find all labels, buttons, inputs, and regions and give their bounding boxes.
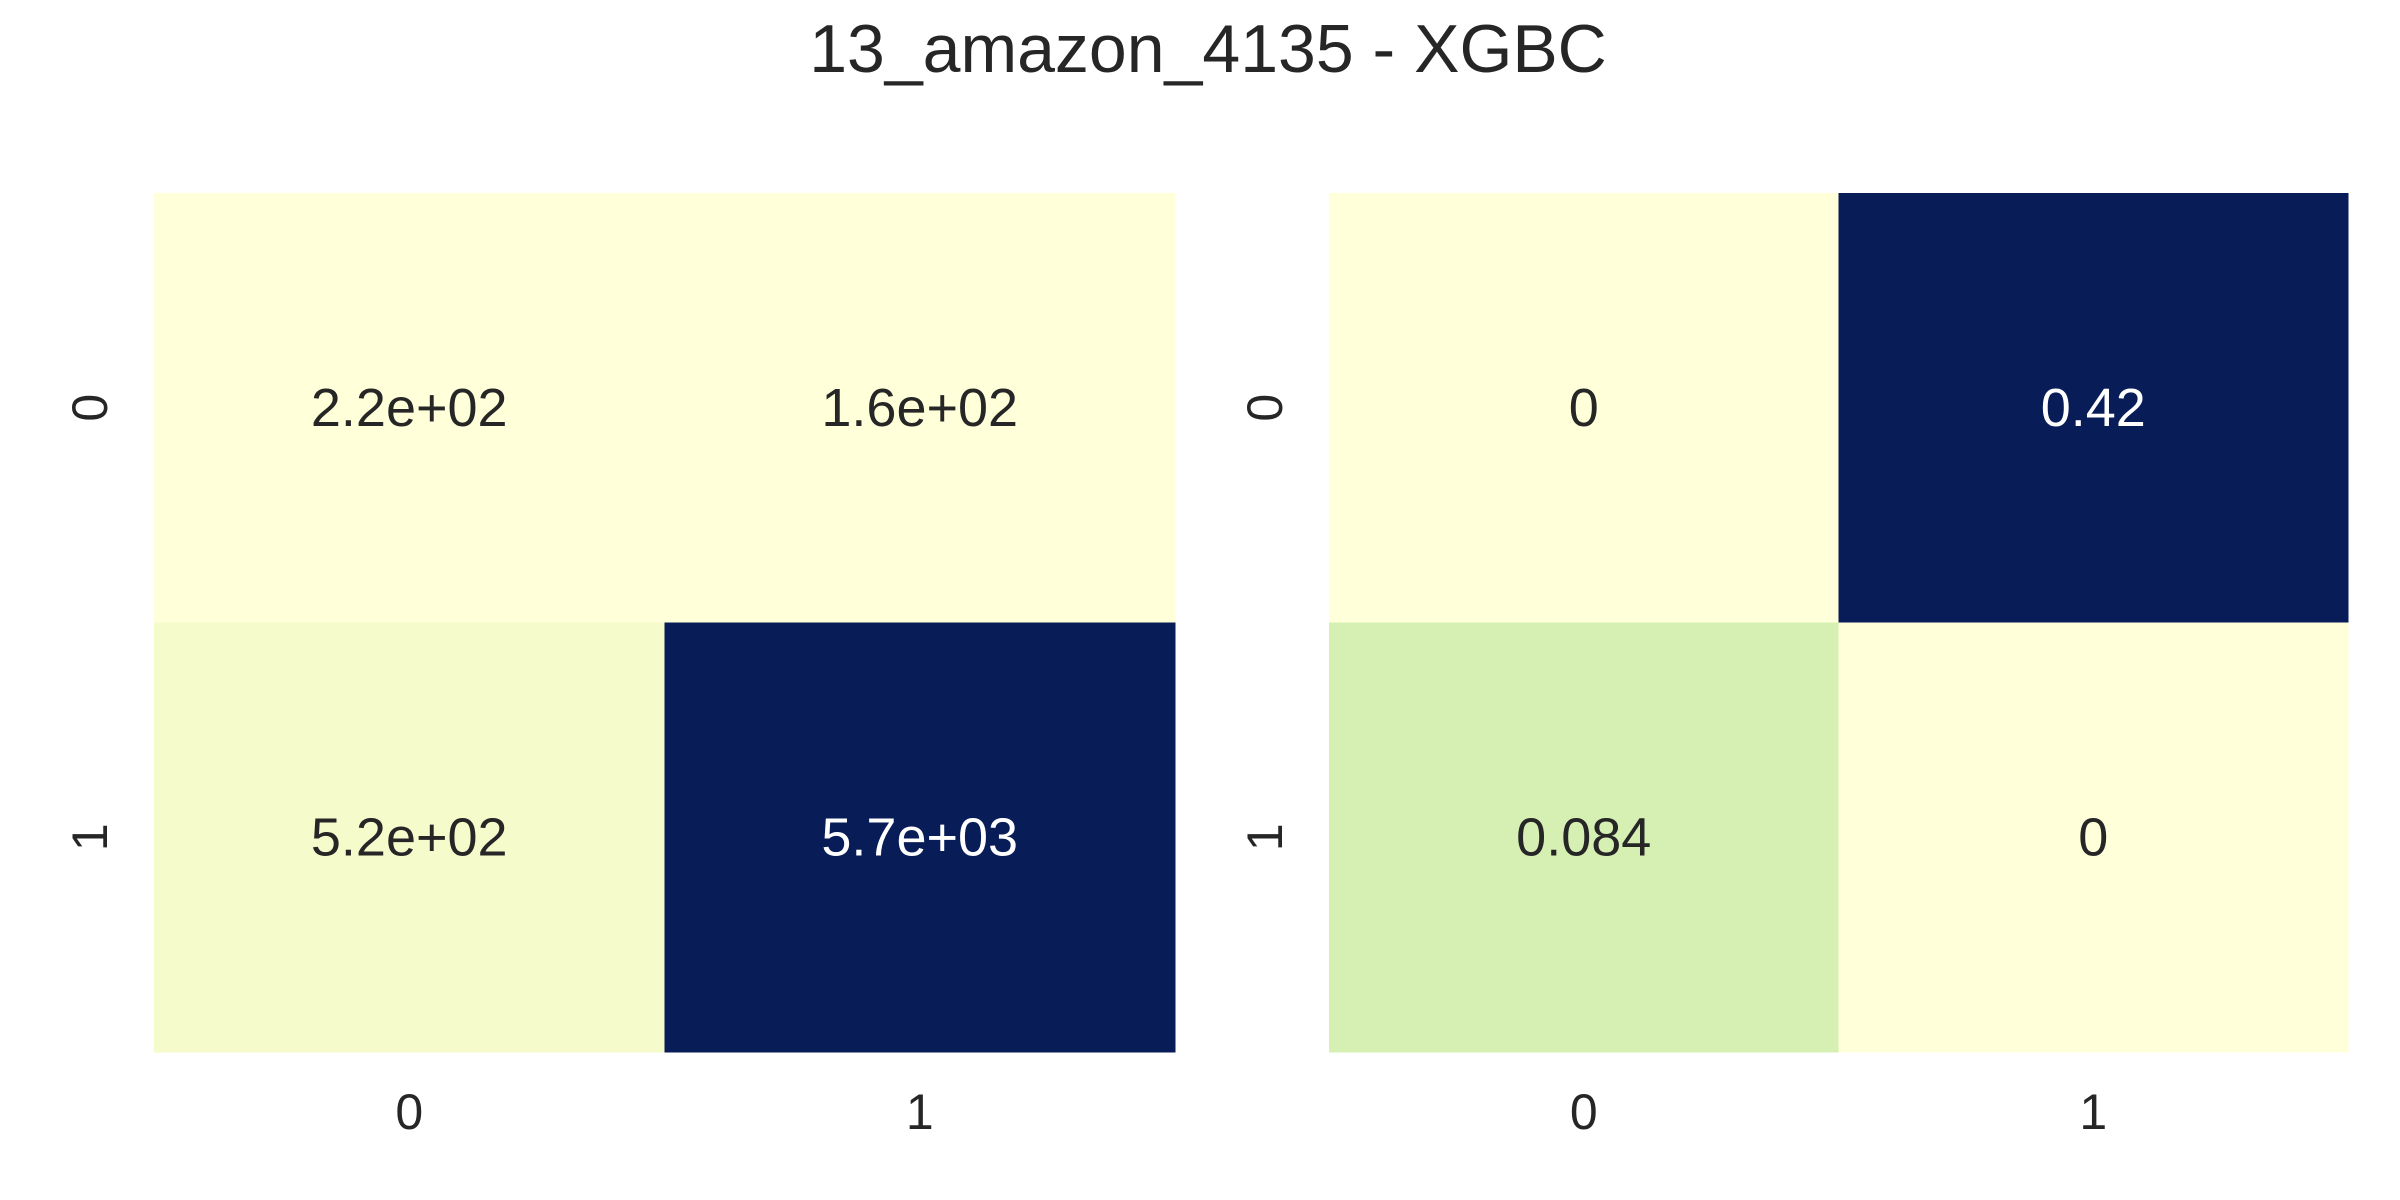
figure-title: 13_amazon_4135 - XGBC bbox=[809, 11, 1607, 87]
cell-value-label: 0.42 bbox=[2041, 378, 2146, 438]
heatmap-cell bbox=[1838, 622, 2349, 1053]
heatmap-cell bbox=[154, 622, 665, 1053]
cell-value-label: 0.084 bbox=[1516, 807, 1651, 867]
y-tick-label: 0 bbox=[62, 394, 118, 422]
heatmap-cell bbox=[664, 622, 1176, 1053]
x-tick-label: 1 bbox=[2079, 1084, 2107, 1140]
y-tick-label: 0 bbox=[1237, 394, 1293, 422]
y-tick-label: 1 bbox=[62, 823, 118, 851]
heatmap-cell bbox=[1838, 193, 2349, 623]
heatmap-cell bbox=[1329, 622, 1839, 1053]
x-tick-label: 1 bbox=[906, 1084, 934, 1140]
cell-value-label: 1.6e+02 bbox=[821, 378, 1018, 438]
heatmap-counts: 2.2e+02 1.6e+02 5.2e+02 5.7e+03 0 1 0 1 bbox=[62, 193, 1176, 1140]
heatmap-cell bbox=[1329, 193, 1839, 623]
cell-value-label: 5.2e+02 bbox=[311, 807, 508, 867]
y-tick-label: 1 bbox=[1237, 823, 1293, 851]
cell-value-label: 2.2e+02 bbox=[311, 378, 508, 438]
heatmap-rates: 0 0.42 0.084 0 0 1 0 1 bbox=[1237, 193, 2349, 1140]
cell-value-label: 5.7e+03 bbox=[821, 807, 1018, 867]
heatmap-cell bbox=[664, 193, 1176, 623]
x-tick-label: 0 bbox=[395, 1084, 423, 1140]
cell-value-label: 0 bbox=[1569, 378, 1599, 438]
cell-value-label: 0 bbox=[2078, 807, 2108, 867]
heatmap-cell bbox=[154, 193, 665, 623]
x-tick-label: 0 bbox=[1570, 1084, 1598, 1140]
